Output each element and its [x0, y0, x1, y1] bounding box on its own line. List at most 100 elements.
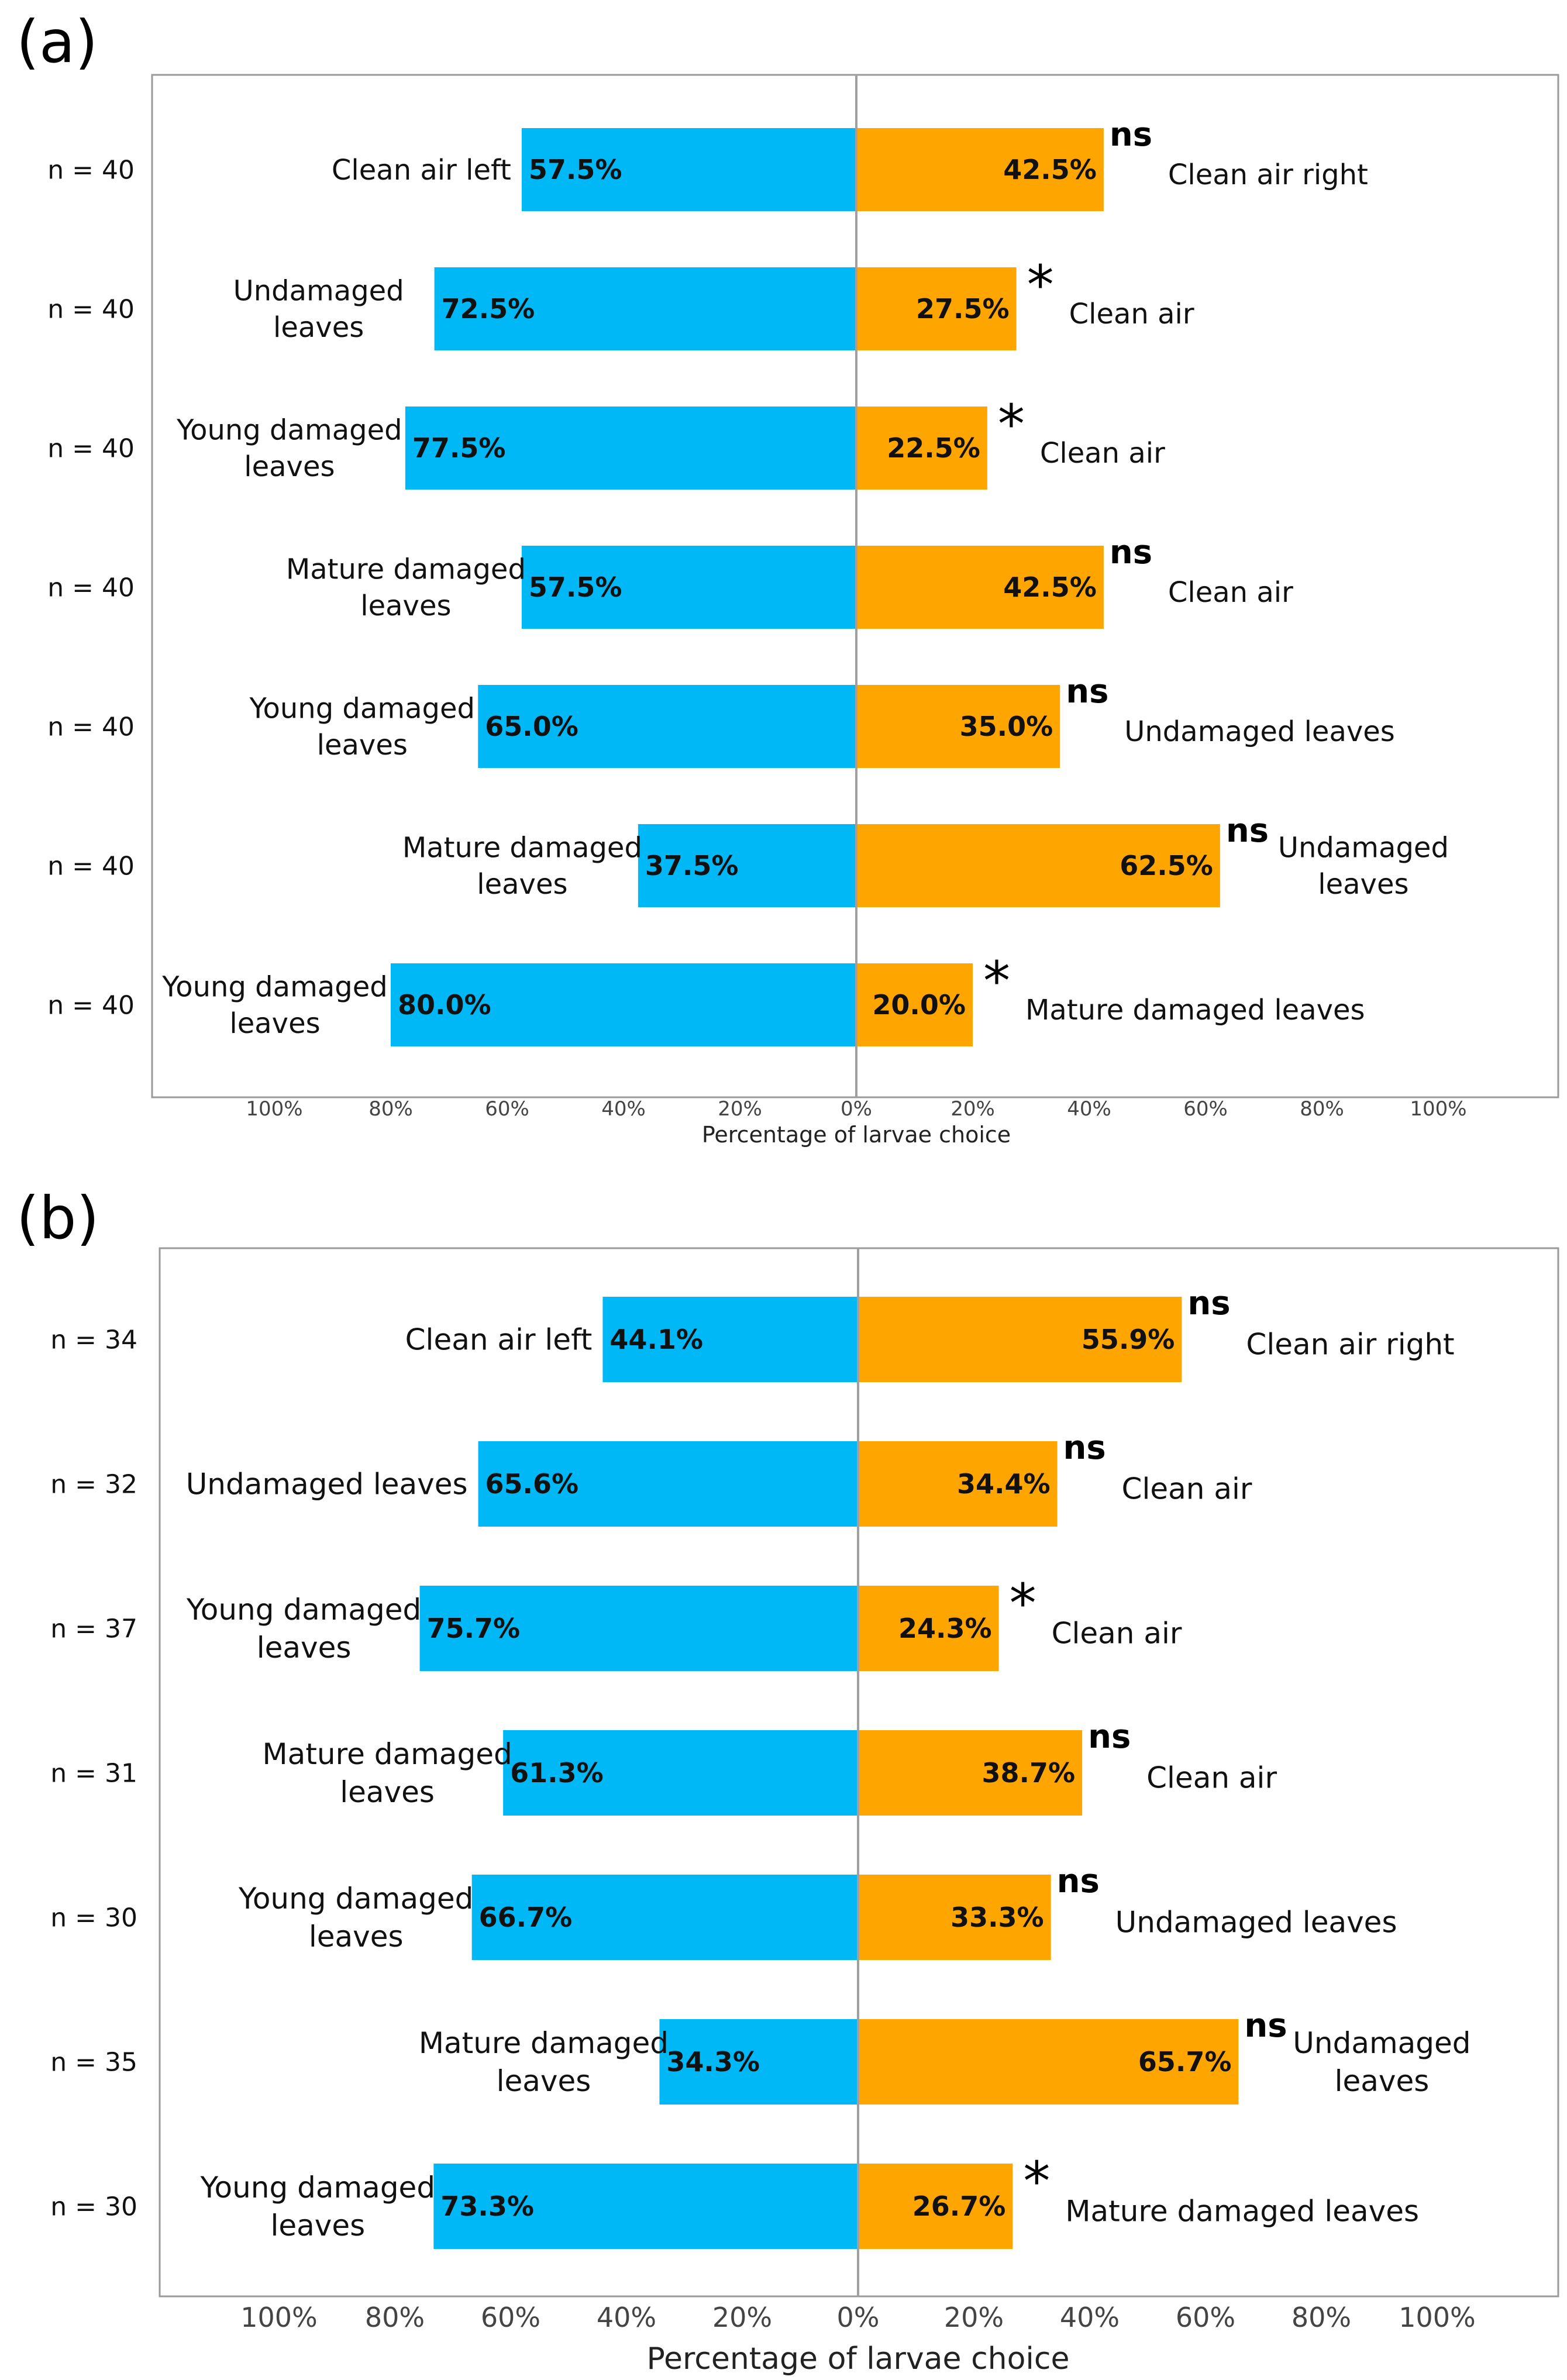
value-label-right: 62.5%	[1120, 850, 1213, 881]
left-category-label: leaves	[360, 590, 451, 622]
significance-ns: ns	[1244, 2007, 1287, 2045]
right-category-label: Clean air	[1040, 437, 1165, 470]
left-category-label: Clean air left	[332, 154, 511, 187]
significance-star: *	[1023, 2150, 1050, 2213]
x-axis-title: Percentage of larvae choice	[647, 2341, 1070, 2376]
significance-star: *	[1027, 254, 1054, 316]
left-category-label: Mature damaged	[286, 553, 526, 586]
x-tick-label: 80%	[1292, 2302, 1351, 2333]
bar-left	[602, 1297, 858, 1382]
x-tick-label: 60%	[481, 2302, 540, 2333]
left-category-label: leaves	[273, 311, 364, 344]
right-category-label: Undamaged leaves	[1124, 715, 1395, 748]
x-axis-title: Percentage of larvae choice	[702, 1122, 1011, 1148]
right-category-label: leaves	[1318, 868, 1408, 901]
n-label: n = 40	[47, 155, 135, 185]
significance-star: *	[983, 950, 1010, 1012]
value-label-right: 42.5%	[1003, 571, 1097, 603]
significance-ns: ns	[1057, 1862, 1100, 1900]
left-category-label: leaves	[257, 1631, 352, 1665]
right-category-label: Clean air	[1146, 1761, 1277, 1795]
value-label-right: 65.7%	[1138, 2046, 1232, 2078]
right-category-label: Undamaged	[1278, 832, 1449, 864]
left-category-label: Mature damaged	[419, 2026, 669, 2060]
x-tick-label: 40%	[601, 1097, 646, 1121]
right-category-label: Undamaged	[1293, 2026, 1470, 2060]
right-category-label: Clean air right	[1168, 159, 1368, 191]
left-category-label: leaves	[340, 1775, 435, 1809]
x-tick-label: 60%	[1176, 2302, 1235, 2333]
value-label-left: 65.0%	[485, 711, 578, 742]
value-label-left: 73.3%	[440, 2190, 534, 2222]
x-tick-label: 20%	[944, 2302, 1004, 2333]
value-label-right: 42.5%	[1003, 154, 1097, 185]
x-tick-label: 20%	[712, 2302, 772, 2333]
left-category-label: Young damaged	[176, 414, 402, 447]
value-label-left: 57.5%	[529, 571, 622, 603]
bar-right	[858, 1730, 1083, 1816]
n-label: n = 40	[47, 990, 135, 1020]
x-tick-label: 40%	[1060, 2302, 1120, 2333]
left-category-label: leaves	[497, 2064, 591, 2098]
right-category-label: Clean air	[1069, 298, 1194, 330]
x-tick-label: 60%	[1183, 1097, 1228, 1121]
bar-right	[856, 685, 1060, 768]
x-tick-label: 40%	[1067, 1097, 1111, 1121]
value-label-right: 27.5%	[916, 293, 1010, 325]
bar-left	[503, 1730, 858, 1816]
left-category-label: Clean air left	[405, 1323, 593, 1357]
value-label-right: 35.0%	[960, 711, 1053, 742]
left-category-label: Young damaged	[249, 693, 475, 725]
significance-ns: ns	[1066, 673, 1108, 711]
bar-left	[521, 128, 856, 211]
value-label-right: 55.9%	[1082, 1324, 1175, 1355]
left-category-label: Undamaged	[233, 275, 404, 308]
value-label-right: 33.3%	[950, 1902, 1044, 1933]
value-label-left: 80.0%	[398, 989, 491, 1021]
left-category-label: Young damaged	[186, 1593, 421, 1627]
bar-right	[856, 546, 1104, 629]
value-label-left: 57.5%	[529, 154, 622, 185]
bar-right	[856, 407, 987, 490]
bar-right	[858, 1297, 1182, 1382]
bar-right	[858, 1875, 1051, 1960]
significance-ns: ns	[1063, 1429, 1106, 1467]
left-category-label: leaves	[244, 450, 335, 483]
significance-ns: ns	[1187, 1284, 1230, 1322]
n-label: n = 40	[47, 573, 135, 602]
left-category-label: Young damaged	[238, 1882, 473, 1916]
right-category-label: Mature damaged leaves	[1025, 994, 1365, 1027]
bar-left	[471, 1875, 858, 1960]
right-category-label: Undamaged leaves	[1115, 1906, 1397, 1940]
bar-left	[638, 824, 856, 907]
n-label: n = 30	[50, 2192, 137, 2221]
panel-label-b: (b)	[16, 1184, 99, 1252]
left-category-label: leaves	[270, 2209, 365, 2243]
left-category-label: leaves	[309, 1920, 404, 1954]
right-category-label: Clean air	[1122, 1472, 1252, 1506]
bar-right	[856, 963, 973, 1046]
left-category-label: Mature damaged	[402, 832, 642, 864]
x-tick-label: 100%	[1410, 1097, 1466, 1121]
left-category-label: leaves	[477, 868, 567, 901]
value-label-right: 26.7%	[912, 2190, 1006, 2222]
x-tick-label: 80%	[1300, 1097, 1344, 1121]
value-label-right: 34.4%	[957, 1468, 1051, 1500]
bar-left	[419, 1586, 858, 1671]
n-label: n = 34	[50, 1325, 137, 1355]
significance-ns: ns	[1110, 533, 1152, 571]
right-category-label: Clean air right	[1246, 1328, 1454, 1362]
bar-right	[858, 1441, 1058, 1527]
x-tick-label: 80%	[368, 1097, 413, 1121]
value-label-left: 72.5%	[442, 293, 535, 325]
value-label-left: 34.3%	[666, 2046, 760, 2078]
x-tick-label: 100%	[240, 2302, 318, 2333]
n-label: n = 40	[47, 433, 135, 463]
bar-left	[434, 267, 856, 350]
n-label: n = 35	[50, 2047, 137, 2077]
right-category-label: leaves	[1335, 2064, 1430, 2098]
n-label: n = 30	[50, 1903, 137, 1933]
value-label-left: 77.5%	[412, 432, 506, 464]
x-tick-label: 20%	[718, 1097, 762, 1121]
